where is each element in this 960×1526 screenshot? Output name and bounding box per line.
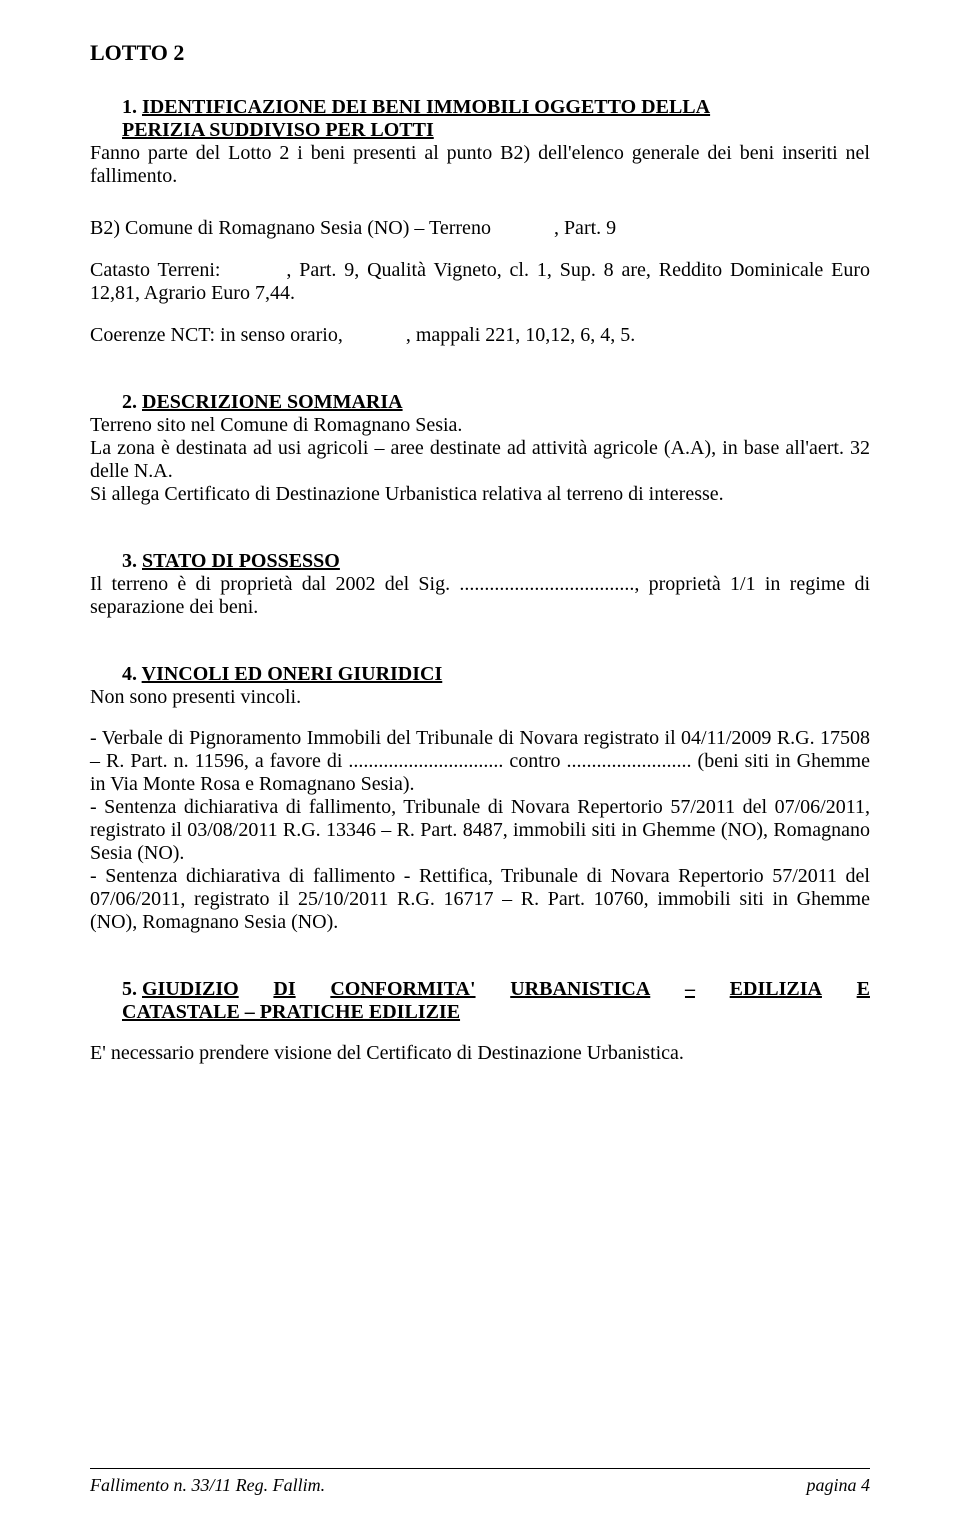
section-2-line1: 2. DESCRIZIONE SOMMARIA (90, 391, 870, 414)
s5line2: CATASTALE – PRATICHE EDILIZIE (122, 1001, 460, 1023)
s1-p4a: Coerenze NCT: in senso orario, (90, 324, 348, 346)
section-2-num: 2. (122, 391, 137, 413)
section-2-p2: La zona è destinata ad usi agricoli – ar… (90, 437, 870, 483)
section-1-heading-line2: PERIZIA SUDDIVISO PER LOTTI (90, 119, 870, 142)
redaction-box (348, 323, 406, 341)
section-1-head-line2-text: PERIZIA SUDDIVISO PER LOTTI (122, 119, 434, 141)
section-5-heading: 5. GIUDIZIO DI CONFORMITA' URBANISTICA –… (90, 978, 870, 1024)
footer-right: pagina 4 (806, 1475, 870, 1496)
section-4-line1: 4. VINCOLI ED ONERI GIURIDICI (90, 663, 870, 686)
section-2-p3: Si allega Certificato di Destinazione Ur… (90, 483, 870, 506)
redaction-box (496, 216, 554, 234)
s5w4: URBANISTICA (510, 978, 650, 1001)
s5w7: E (857, 978, 870, 1001)
s5w2: DI (273, 978, 295, 1001)
section-4-num: 4. (122, 663, 137, 685)
section-1-p3: Catasto Terreni: , Part. 9, Qualità Vign… (90, 258, 870, 305)
section-4-head: VINCOLI ED ONERI GIURIDICI (142, 663, 443, 685)
section-1-heading: 1. IDENTIFICAZIONE DEI BENI IMMOBILI OGG… (90, 96, 870, 119)
section-1-p4: Coerenze NCT: in senso orario, , mappali… (90, 323, 870, 347)
section-2-head: DESCRIZIONE SOMMARIA (142, 391, 403, 413)
section-4-p4: - Sentenza dichiarativa di fallimento - … (90, 865, 870, 934)
section-2-p1: Terreno sito nel Comune di Romagnano Ses… (90, 414, 870, 437)
section-1-num: 1. (122, 96, 137, 118)
section-4-items: - Verbale di Pignoramento Immobili del T… (90, 727, 870, 934)
s5w5: – (685, 978, 695, 1001)
section-2: 2. DESCRIZIONE SOMMARIA Terreno sito nel… (90, 391, 870, 506)
section-1-catasto: Catasto Terreni: , Part. 9, Qualità Vign… (90, 258, 870, 305)
section-5-p1: E' necessario prendere visione del Certi… (90, 1042, 870, 1065)
section-4-p3: - Sentenza dichiarativa di fallimento, T… (90, 796, 870, 865)
section-4-p2: - Verbale di Pignoramento Immobili del T… (90, 727, 870, 796)
page-footer: Fallimento n. 33/11 Reg. Fallim. pagina … (90, 1468, 870, 1496)
footer-left: Fallimento n. 33/11 Reg. Fallim. (90, 1475, 325, 1496)
s1-p4b: , mappali 221, 10,12, 6, 4, 5. (406, 324, 635, 346)
section-3-p1: Il terreno è di proprietà dal 2002 del S… (90, 573, 870, 619)
page: LOTTO 2 1. IDENTIFICAZIONE DEI BENI IMMO… (0, 0, 960, 1526)
s1-p2a: B2) Comune di Romagnano Sesia (NO) – Ter… (90, 217, 496, 239)
section-1-coerenze: Coerenze NCT: in senso orario, , mappali… (90, 323, 870, 347)
section-5-num: 5. (122, 978, 137, 1000)
s5w3: CONFORMITA' (330, 978, 475, 1001)
section-5-heading-row1: 5. GIUDIZIO DI CONFORMITA' URBANISTICA –… (122, 978, 870, 1001)
section-1-head-line1: IDENTIFICAZIONE DEI BENI IMMOBILI OGGETT… (142, 96, 710, 118)
s5w1: GIUDIZIO (142, 978, 239, 1000)
section-5-heading-row2: CATASTALE – PRATICHE EDILIZIE (122, 1001, 870, 1024)
section-3-num: 3. (122, 550, 137, 572)
lot-title: LOTTO 2 (90, 40, 870, 66)
section-1-b2: B2) Comune di Romagnano Sesia (NO) – Ter… (90, 216, 870, 240)
section-3-line1: 3. STATO DI POSSESSO (90, 550, 870, 573)
section-1-p1: Fanno parte del Lotto 2 i beni presenti … (90, 142, 870, 188)
section-1: 1. IDENTIFICAZIONE DEI BENI IMMOBILI OGG… (90, 96, 870, 188)
section-3-head: STATO DI POSSESSO (142, 550, 340, 572)
section-1-p2: B2) Comune di Romagnano Sesia (NO) – Ter… (90, 216, 870, 240)
section-4: 4. VINCOLI ED ONERI GIURIDICI Non sono p… (90, 663, 870, 709)
section-3: 3. STATO DI POSSESSO Il terreno è di pro… (90, 550, 870, 619)
s1-p3a: Catasto Terreni: (90, 259, 228, 281)
s5w6: EDILIZIA (730, 978, 822, 1001)
redaction-box (228, 258, 286, 276)
section-5: 5. GIUDIZIO DI CONFORMITA' URBANISTICA –… (90, 978, 870, 1065)
section-4-p1: Non sono presenti vincoli. (90, 686, 870, 709)
s1-p2b: , Part. 9 (554, 217, 616, 239)
